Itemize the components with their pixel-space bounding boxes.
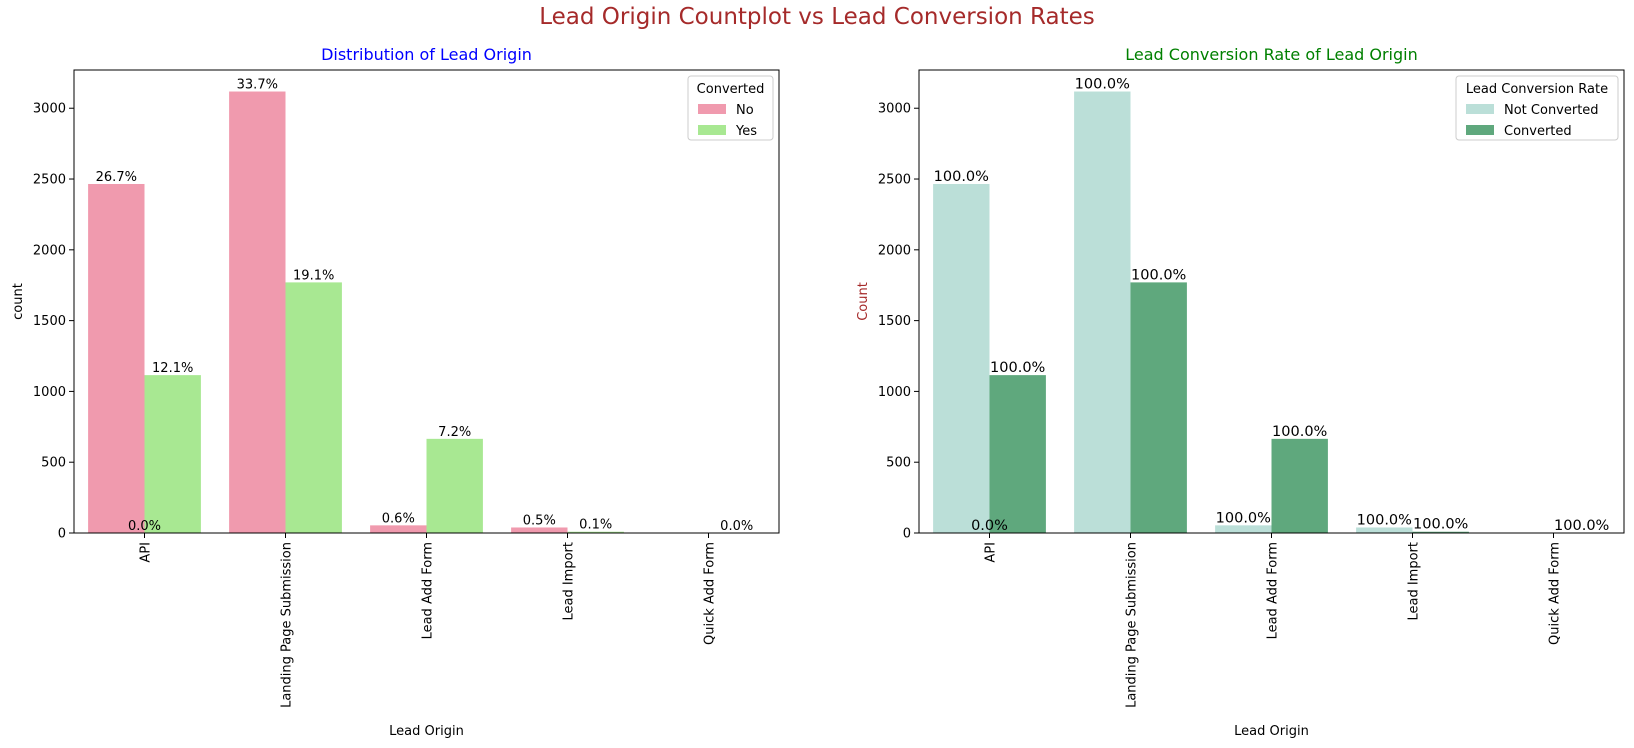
y-tick-label: 500: [41, 456, 66, 471]
bar-data-label: 100.0%: [1131, 267, 1186, 283]
y-axis-label: Count: [856, 282, 871, 321]
legend-label: Yes: [735, 124, 757, 139]
x-tick-label: Lead Import: [1407, 542, 1422, 621]
legend-title: Lead Conversion Rate: [1466, 82, 1608, 97]
bar-not-converted: [1215, 525, 1272, 533]
bar-not-converted: [933, 183, 990, 534]
bar-converted: [1412, 531, 1469, 533]
bar-yes: [426, 438, 483, 533]
bar-data-label: 0.5%: [523, 513, 556, 528]
bar-no: [88, 183, 145, 534]
y-tick-label: 0: [903, 527, 911, 542]
chart-title: Lead Conversion Rate of Lead Origin: [1125, 45, 1417, 64]
bar-not-converted: [1356, 527, 1413, 533]
bar-no: [229, 91, 286, 533]
left-chart-distribution: Distribution of Lead Origin 0 500 1000 1500 2…: [11, 45, 780, 739]
y-axis-label: count: [11, 283, 26, 320]
bar-not-converted: [1074, 91, 1131, 533]
y-tick-label: 500: [886, 456, 911, 471]
bar-data-label: 0.0%: [971, 518, 1008, 534]
legend-label: Not Converted: [1504, 103, 1599, 118]
bar-data-label: 12.1%: [152, 361, 193, 376]
bar-no: [370, 525, 427, 533]
legend-box: [687, 75, 774, 141]
y-tick-label: 0: [58, 527, 66, 542]
bar-data-label: 33.7%: [237, 78, 278, 93]
x-tick-label: Lead Add Form: [421, 542, 436, 639]
y-tick-label: 2500: [33, 173, 66, 188]
bar-converted: [989, 375, 1046, 533]
y-tick-label: 3000: [33, 102, 66, 117]
x-tick-label: Lead Import: [562, 542, 577, 621]
bar-data-label: 100.0%: [1413, 517, 1468, 533]
x-axis-label: Lead Origin: [389, 724, 464, 739]
bar-data-label: 19.1%: [293, 268, 334, 283]
bar-yes: [285, 282, 342, 533]
y-tick-label: 2500: [878, 173, 911, 188]
bar-data-label: 100.0%: [1357, 512, 1412, 528]
bar-data-label: 100.0%: [934, 169, 989, 185]
y-tick-label: 1000: [33, 385, 66, 400]
plot-frame: [73, 69, 780, 534]
x-tick-label: Landing Page Submission: [1125, 542, 1140, 708]
y-tick-label: 3000: [878, 102, 911, 117]
y-tick-label: 2000: [33, 243, 66, 258]
x-tick-label: Quick Add Form: [703, 542, 718, 645]
bar-data-label: 7.2%: [438, 425, 471, 440]
bar-data-label: 0.6%: [382, 511, 415, 526]
bar-converted: [1271, 438, 1328, 533]
legend-label: No: [736, 103, 754, 118]
y-tick-label: 2000: [878, 243, 911, 258]
bar-converted: [1130, 282, 1187, 533]
bar-no: [511, 527, 568, 533]
y-tick-label: 1500: [33, 314, 66, 329]
legend-label: Converted: [1504, 124, 1572, 139]
right-chart-conversion-rate: Lead Conversion Rate of Lead Origin 0 500 1…: [856, 45, 1625, 739]
bar-data-label: 0.1%: [579, 518, 612, 533]
bar-yes: [144, 375, 201, 533]
x-tick-label: API: [139, 542, 154, 563]
legend-box: [1455, 75, 1619, 141]
bar-data-label: 100.0%: [1272, 424, 1327, 440]
legend-swatch: [698, 125, 726, 135]
x-tick-label: Landing Page Submission: [280, 542, 295, 708]
bar-yes: [567, 531, 624, 533]
chart-title: Distribution of Lead Origin: [321, 45, 532, 64]
figure-title: Lead Origin Countplot vs Lead Conversion…: [539, 4, 1095, 30]
bar-data-label: 26.7%: [96, 170, 137, 185]
bar-data-label: 100.0%: [1554, 518, 1609, 534]
x-axis-label: Lead Origin: [1234, 724, 1309, 739]
legend-swatch: [1466, 104, 1494, 114]
bar-data-label: 0.0%: [128, 519, 161, 534]
x-tick-label: Lead Add Form: [1266, 542, 1281, 639]
y-tick-label: 1000: [878, 385, 911, 400]
bar-data-label: 100.0%: [1075, 77, 1130, 93]
bar-data-label: 100.0%: [990, 360, 1045, 376]
plot-frame: [918, 69, 1625, 534]
x-tick-label: Quick Add Form: [1548, 542, 1563, 645]
legend-swatch: [1466, 125, 1494, 135]
bar-data-label: 100.0%: [1216, 510, 1271, 526]
legend-swatch: [698, 104, 726, 114]
x-tick-label: API: [984, 542, 999, 563]
y-tick-label: 1500: [878, 314, 911, 329]
bar-data-label: 0.0%: [720, 519, 753, 534]
legend-title: Converted: [697, 82, 765, 97]
